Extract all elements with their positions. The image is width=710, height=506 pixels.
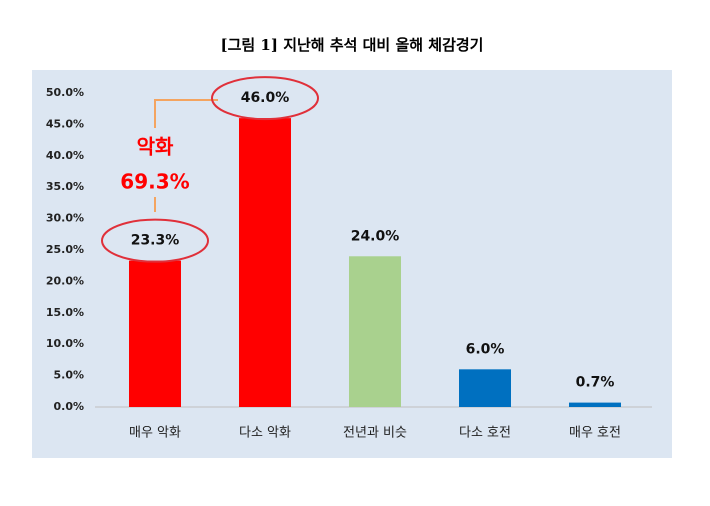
y-tick-label: 20.0% (46, 274, 84, 287)
annotation-label: 악화 (137, 135, 174, 159)
bar (349, 256, 401, 407)
y-tick-label: 0.0% (53, 400, 84, 413)
y-tick-label: 45.0% (46, 117, 84, 130)
x-tick-label: 다소 호전 (459, 426, 511, 441)
y-tick-label: 25.0% (46, 243, 84, 256)
y-tick-label: 50.0% (46, 86, 84, 99)
value-label: 24.0% (351, 228, 400, 244)
x-tick-label: 매우 악화 (129, 426, 181, 441)
annotation-value: 69.3% (120, 170, 189, 194)
value-label: 0.7% (576, 375, 615, 391)
y-tick-label: 40.0% (46, 149, 84, 162)
value-label: 46.0% (241, 90, 290, 106)
y-tick-label: 35.0% (46, 180, 84, 193)
y-tick-label: 5.0% (53, 369, 84, 382)
highlight-ellipse (211, 76, 319, 121)
y-tick-label: 15.0% (46, 306, 84, 319)
bar (239, 118, 291, 408)
x-tick-label: 매우 호전 (569, 426, 621, 441)
bar (569, 402, 621, 407)
x-tick-label: 다소 악화 (239, 426, 291, 441)
bar (129, 260, 181, 407)
value-label: 6.0% (466, 341, 505, 357)
y-tick-label: 30.0% (46, 212, 84, 225)
x-tick-label: 전년과 비슷 (343, 426, 407, 441)
value-label: 23.3% (131, 233, 180, 249)
highlight-ellipse (101, 218, 209, 263)
bar (459, 369, 511, 407)
chart-title: [그림 1] 지난해 추석 대비 올해 체감경기 (221, 36, 484, 54)
bracket-line (154, 99, 218, 128)
y-tick-label: 10.0% (46, 337, 84, 350)
